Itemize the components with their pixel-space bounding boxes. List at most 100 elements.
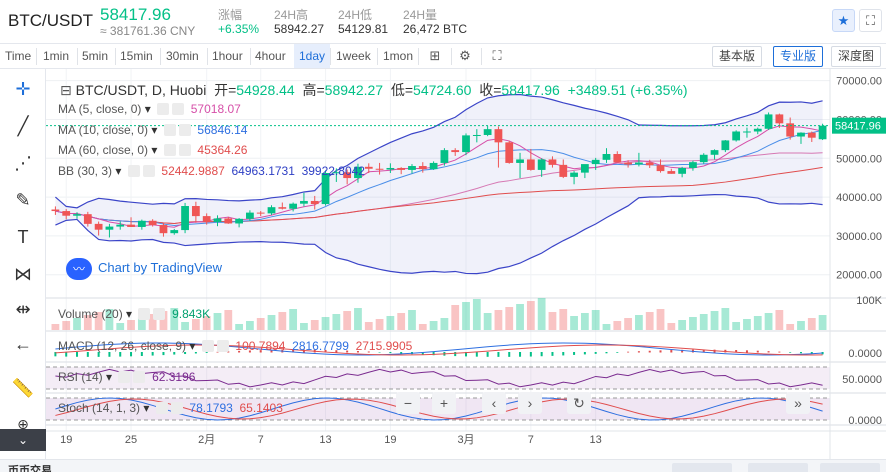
tf-1week[interactable]: 1week xyxy=(336,49,371,63)
volume-bar xyxy=(516,304,524,330)
volume-bar xyxy=(667,323,676,330)
zoom-in-icon[interactable]: ⊕ xyxy=(17,416,29,432)
candle xyxy=(743,131,751,133)
macd-histogram-bar xyxy=(475,352,478,357)
settings-icon[interactable]: ⚙ xyxy=(459,48,471,63)
macd-histogram-bar xyxy=(573,352,576,355)
brush-icon[interactable]: ✎ xyxy=(15,190,31,210)
trendline-icon[interactable]: ╱ xyxy=(17,116,29,136)
macd-histogram-bar xyxy=(367,351,370,353)
pattern-icon[interactable]: ⋈ xyxy=(14,264,32,284)
ruler-icon[interactable]: 📏 xyxy=(11,378,35,398)
scroll-to-latest-button[interactable]: » xyxy=(786,392,810,414)
back-arrow-icon[interactable]: ← xyxy=(14,334,32,354)
chart-type-icon[interactable]: ⊞ xyxy=(429,48,441,63)
volume-bar xyxy=(105,309,114,330)
tf-15min[interactable]: 15min xyxy=(120,49,153,63)
scroll-right-button[interactable]: › xyxy=(518,392,542,414)
volume-bar xyxy=(386,316,395,330)
macd-histogram-bar xyxy=(497,352,500,357)
rsi-legend[interactable]: RSI (14) ▾ 62.3196 xyxy=(58,370,196,384)
tf-1mon[interactable]: 1mon xyxy=(383,49,414,63)
macd-histogram-bar xyxy=(216,351,219,353)
zoom-in-button[interactable]: + xyxy=(432,392,456,414)
rsi-line xyxy=(55,368,823,388)
fullscreen-icon[interactable]: ⛶ xyxy=(859,9,882,32)
view-depth-button[interactable]: 深度图 xyxy=(831,46,882,67)
view-basic-button[interactable]: 基本版 xyxy=(712,46,763,67)
tf-1min[interactable]: 1min xyxy=(43,49,70,63)
zoom-out-button[interactable]: − xyxy=(396,392,420,414)
macd-histogram-bar xyxy=(799,352,802,354)
tf-5min[interactable]: 5min xyxy=(82,49,109,63)
tf-30min[interactable]: 30min xyxy=(166,49,199,63)
ma5-legend[interactable]: MA (5, close, 0) ▾ 57018.07 xyxy=(58,102,241,116)
candle xyxy=(246,212,254,219)
volume-bar xyxy=(537,298,546,330)
price-tick-label: 50000.00 xyxy=(836,153,882,165)
stoch-legend[interactable]: Stoch (14, 1, 3) ▾ 78.1793 65.1403 xyxy=(58,401,283,415)
candle xyxy=(51,209,60,212)
macd-histogram-bar xyxy=(119,352,122,357)
volume-bar xyxy=(451,305,460,330)
volume-bar xyxy=(375,319,384,330)
candle xyxy=(721,140,730,151)
macd-histogram-bar xyxy=(648,350,651,353)
volume-bar xyxy=(321,317,330,330)
stat-volume: 24H量 26,472 BTC xyxy=(403,8,468,36)
volume-bar xyxy=(570,316,578,330)
volume-bar xyxy=(332,314,341,330)
ma10-legend[interactable]: MA (10, close, 0) ▾ 56846.14 xyxy=(58,123,248,137)
tf-4hour[interactable]: 4hour xyxy=(255,49,286,63)
macd-histogram-bar xyxy=(508,352,511,357)
tradingview-logo[interactable]: 〰 Chart by TradingView xyxy=(66,256,246,280)
ohlc-legend: ⊟ BTC/USDT, D, Huobi 开=54928.44 高=58942.… xyxy=(60,82,688,98)
subpanel-tick-label: 50.0000 xyxy=(842,374,882,386)
macd-histogram-bar xyxy=(702,349,705,353)
subpanel-tick-label: 0.0000 xyxy=(848,348,882,360)
collapse-toolbar-icon[interactable]: ⌄ xyxy=(0,429,46,451)
candle xyxy=(170,230,179,234)
view-pro-button[interactable]: 专业版 xyxy=(773,46,824,67)
volume-bar xyxy=(559,309,568,330)
volume-bar xyxy=(256,318,265,330)
volume-bar xyxy=(613,321,622,330)
macd-legend[interactable]: MACD (12, 26, close, 9) ▾ 100.7894 2816.… xyxy=(58,339,413,353)
bottom-button-3[interactable] xyxy=(820,463,880,472)
volume-legend[interactable]: Volume (20) ▾ 9.843K xyxy=(58,307,211,321)
fullscreen-chart-icon[interactable]: ⛶ xyxy=(492,48,502,63)
text-icon[interactable]: T xyxy=(17,227,29,247)
star-icon[interactable]: ★ xyxy=(832,9,855,32)
pair-title[interactable]: BTC/USDT xyxy=(8,11,93,30)
fib-icon[interactable]: ⋰ xyxy=(14,153,32,173)
volume-bar xyxy=(786,324,795,330)
tf-1hour[interactable]: 1hour xyxy=(212,49,243,63)
candle xyxy=(386,167,395,170)
candle xyxy=(73,214,81,216)
macd-histogram-bar xyxy=(259,350,262,353)
macd-histogram-bar xyxy=(346,350,349,353)
bottom-button-2[interactable] xyxy=(748,463,808,472)
tf-1day[interactable]: 1day xyxy=(294,44,331,68)
macd-histogram-bar xyxy=(540,352,543,357)
last-price-tag-bg xyxy=(832,117,886,134)
macd-histogram-bar xyxy=(130,352,133,357)
reset-chart-button[interactable]: ↻ xyxy=(567,392,591,414)
bottom-button-1[interactable] xyxy=(672,463,732,472)
macd-histogram-bar xyxy=(681,349,684,353)
measure-icon[interactable]: ⇹ xyxy=(15,299,31,319)
macd-histogram-bar xyxy=(605,352,608,354)
crosshair-icon[interactable]: ✛ xyxy=(15,79,31,99)
price-chart[interactable]: 70000.0060000.0050000.0040000.0030000.00… xyxy=(46,69,886,459)
stat-high: 24H高 58942.27 xyxy=(274,8,325,36)
volume-bar xyxy=(505,307,514,330)
ma60-legend[interactable]: MA (60, close, 0) ▾ 45364.26 xyxy=(58,143,248,157)
volume-bar xyxy=(191,319,200,330)
scroll-left-button[interactable]: ‹ xyxy=(482,392,506,414)
bb-legend[interactable]: BB (30, 3) ▾ 52442.9887 64963.1731 39922… xyxy=(58,164,365,178)
volume-bar xyxy=(343,311,352,330)
candle xyxy=(289,203,298,209)
candle xyxy=(624,162,632,165)
tf-time[interactable]: Time xyxy=(5,49,32,63)
macd-histogram-bar xyxy=(637,351,640,353)
